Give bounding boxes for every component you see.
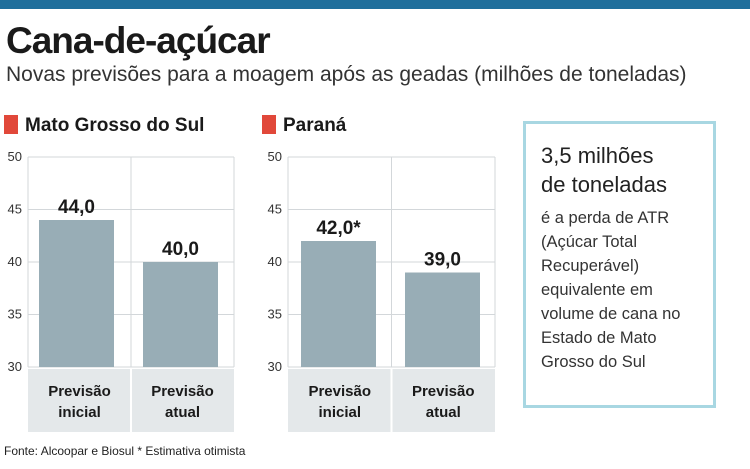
red-square-marker <box>262 115 276 134</box>
bar <box>405 272 480 367</box>
page-title: Cana-de-açúcar <box>6 20 271 61</box>
panel-title-parana: Paraná <box>262 114 346 138</box>
info-body-line: Estado de Mato <box>541 329 657 347</box>
bar <box>301 241 376 367</box>
category-label: Previsão <box>412 383 475 400</box>
source-footnote: Fonte: Alcoopar e Biosul * Estimativa ot… <box>4 444 246 458</box>
page-subtitle: Novas previsões para a moagem após as ge… <box>6 63 687 86</box>
category-label: inicial <box>58 404 101 421</box>
y-tick-label: 35 <box>8 307 22 322</box>
y-tick-label: 40 <box>8 254 22 269</box>
panel-title-mato-grosso-do-sul: Mato Grosso do Sul <box>4 114 204 138</box>
category-label: atual <box>426 404 461 421</box>
bar <box>39 220 114 367</box>
info-headline: 3,5 milhões de toneladas <box>541 141 667 199</box>
info-body-line: volume de cana no <box>541 305 681 323</box>
info-body-line: (Açúcar Total <box>541 233 637 251</box>
category-label: Previsão <box>151 383 214 400</box>
category-label: Previsão <box>308 383 371 400</box>
top-accent-bar <box>0 0 750 9</box>
bar-value-label: 39,0 <box>424 250 461 271</box>
info-headline-line1: 3,5 milhões <box>541 143 654 168</box>
info-body-line: equivalente em <box>541 281 653 299</box>
info-body-line: Grosso do Sul <box>541 353 646 371</box>
category-label: Previsão <box>48 383 111 400</box>
info-body: é a perda de ATR (Açúcar Total Recuperáv… <box>541 206 680 374</box>
y-tick-label: 45 <box>8 202 22 217</box>
y-tick-label: 30 <box>8 359 22 374</box>
bar-value-label: 40,0 <box>162 239 199 260</box>
info-body-line: Recuperável) <box>541 257 640 275</box>
category-label: inicial <box>318 404 361 421</box>
info-body-line: é a perda de ATR <box>541 209 670 227</box>
category-label: atual <box>165 404 200 421</box>
bar <box>143 262 218 367</box>
panel-title-label: Paraná <box>283 115 347 136</box>
y-tick-label: 50 <box>8 149 22 164</box>
y-tick-label: 40 <box>268 254 282 269</box>
red-square-marker <box>4 115 18 134</box>
y-tick-label: 50 <box>268 149 282 164</box>
y-tick-label: 45 <box>268 202 282 217</box>
bar-value-label: 44,0 <box>58 197 95 218</box>
info-headline-line2: de toneladas <box>541 172 667 197</box>
panel-title-label: Mato Grosso do Sul <box>25 115 205 136</box>
bar-value-label: 42,0* <box>316 218 361 239</box>
y-tick-label: 35 <box>268 307 282 322</box>
info-box: 3,5 milhões de toneladas é a perda de AT… <box>523 121 716 408</box>
y-tick-label: 30 <box>268 359 282 374</box>
